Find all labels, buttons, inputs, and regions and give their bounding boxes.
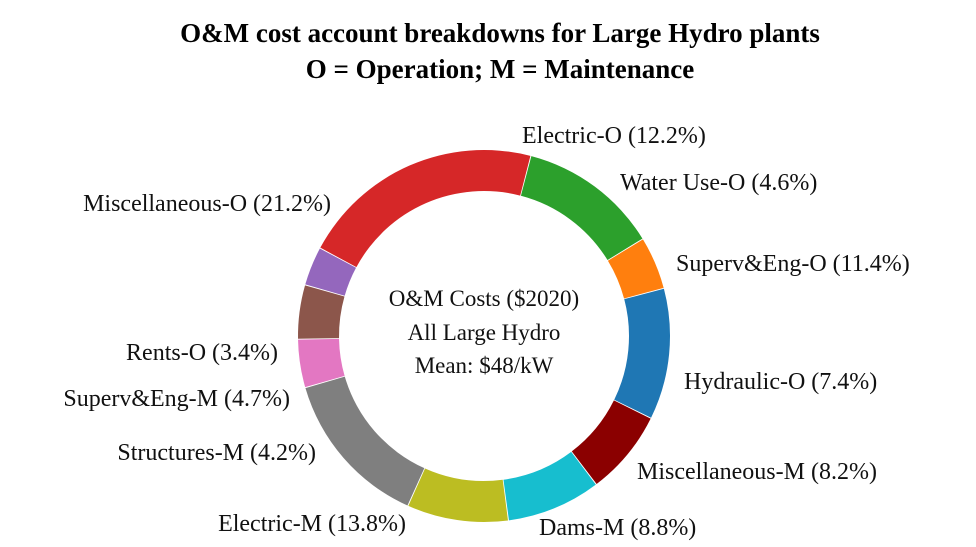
slice-label: Dams-M (8.8%)	[539, 515, 696, 541]
center-text-line-3: Mean: $48/kW	[415, 353, 554, 378]
donut-slice-dams-m	[408, 468, 508, 522]
donut-slice-miscellaneous-o	[320, 150, 531, 268]
donut-slices	[298, 150, 670, 522]
donut-slice-superv-eng-o	[614, 288, 670, 418]
donut-slice-rents-o	[305, 248, 357, 296]
donut-slice-hydraulic-o	[571, 400, 651, 485]
slice-label: Superv&Eng-M (4.7%)	[63, 386, 290, 412]
slice-label: Miscellaneous-M (8.2%)	[637, 459, 877, 485]
donut-slice-miscellaneous-m	[503, 451, 596, 521]
chart-subtitle: O = Operation; M = Maintenance	[306, 54, 694, 84]
donut-slice-superv-eng-m	[298, 285, 345, 339]
slice-label: Electric-M (13.8%)	[218, 511, 406, 537]
slice-labels: Electric-O (12.2%) Water Use-O (4.6%) Supe…	[63, 123, 909, 541]
donut-slice-water	[607, 239, 664, 299]
slice-label: Miscellaneous-O (21.2%)	[83, 191, 331, 217]
slice-label: Electric-O (12.2%)	[522, 123, 706, 149]
donut-slice-structures-m	[298, 338, 345, 388]
slice-label: Hydraulic-O (7.4%)	[684, 369, 877, 395]
donut-slice-electric-m	[305, 376, 425, 506]
chart-title: O&M cost account breakdowns for Large Hy…	[180, 18, 820, 48]
slice-label: Water Use-O (4.6%)	[620, 170, 817, 196]
slice-label: Structures-M (4.2%)	[117, 440, 316, 466]
donut-slice-electric-o	[520, 156, 643, 261]
slice-label: Rents-O (3.4%)	[126, 340, 278, 366]
center-text-line-1: O&M Costs ($2020)	[389, 286, 579, 311]
center-text-line-2: All Large Hydro	[408, 320, 561, 345]
slice-label: Superv&Eng-O (11.4%)	[676, 251, 910, 277]
